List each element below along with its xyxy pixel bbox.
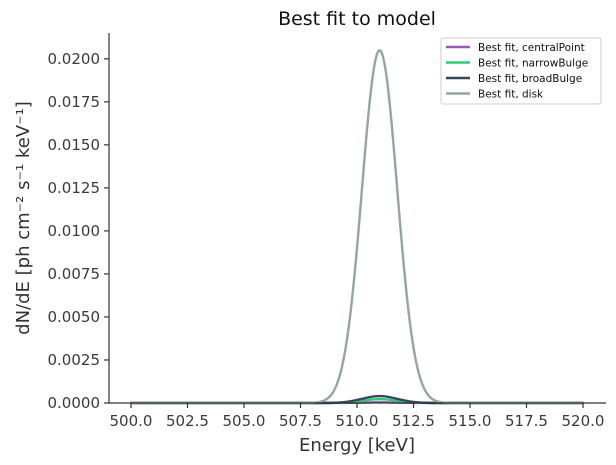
legend-label-2: Best fit, broadBulge	[478, 73, 582, 85]
y-tick-label-2: 0.0050	[48, 308, 101, 326]
y-tick-label-6: 0.0150	[48, 136, 101, 154]
x-tick-label-1: 502.5	[166, 412, 209, 430]
x-tick-label-5: 512.5	[392, 412, 435, 430]
legend-label-0: Best fit, centralPoint	[478, 42, 585, 54]
x-ticks: 500.0 502.5 505.0 507.5 510.0 512.5 515.0 517.5…	[110, 403, 605, 430]
y-tick-label-7: 0.0175	[48, 93, 101, 111]
y-tick-label-8: 0.0200	[48, 50, 101, 68]
y-axis-title: dN/dE [ph cm⁻² s⁻¹ keV⁻¹]	[13, 101, 34, 335]
chart-title: Best fit to model	[278, 8, 436, 30]
x-tick-label-0: 500.0	[110, 412, 153, 430]
y-tick-label-3: 0.0075	[48, 265, 101, 283]
x-tick-label-6: 515.0	[449, 412, 492, 430]
y-tick-label-1: 0.0025	[48, 351, 101, 369]
y-tick-label-5: 0.0125	[48, 179, 101, 197]
x-tick-label-7: 517.5	[505, 412, 548, 430]
x-tick-label-3: 507.5	[279, 412, 322, 430]
y-ticks: 0.0000 0.0025 0.0050 0.0075 0.0100 0.0125 0.01…	[48, 50, 109, 412]
x-tick-label-2: 505.0	[223, 412, 266, 430]
legend-frame	[440, 37, 602, 105]
legend: Best fit, centralPoint Best fit, narrowBu…	[440, 37, 602, 105]
x-tick-label-8: 520.0	[562, 412, 605, 430]
x-tick-label-4: 510.0	[336, 412, 379, 430]
y-tick-label-0: 0.0000	[48, 394, 101, 412]
legend-label-3: Best fit, disk	[478, 88, 544, 100]
x-axis-title: Energy [keV]	[299, 435, 415, 456]
legend-label-1: Best fit, narrowBulge	[478, 57, 588, 69]
y-tick-label-4: 0.0100	[48, 222, 101, 240]
